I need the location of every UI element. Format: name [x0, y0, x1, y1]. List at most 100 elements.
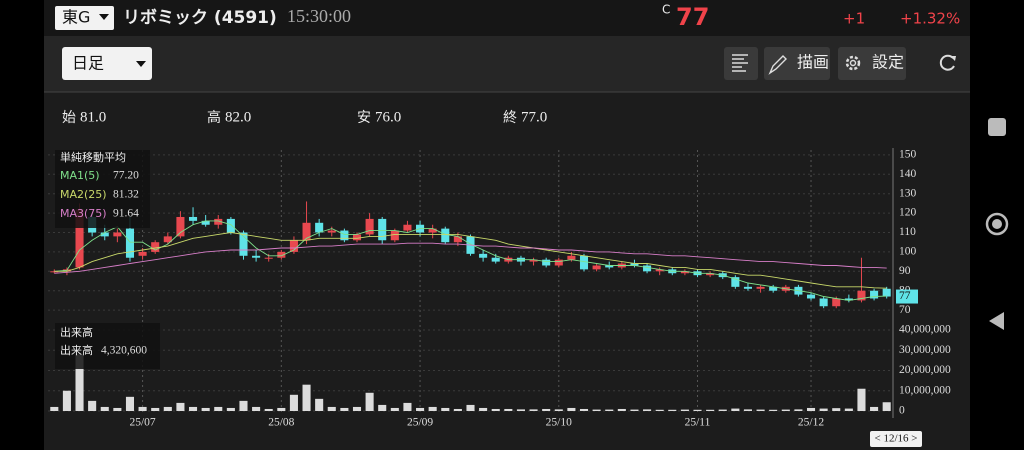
price: 77	[676, 3, 709, 31]
volume-bar	[302, 384, 311, 411]
ohlc-value: 81.0	[80, 109, 106, 125]
candle-body	[239, 232, 248, 256]
volume-bar	[466, 404, 475, 411]
cursor-date: < 12/16 >	[875, 433, 918, 445]
volume-bar	[416, 407, 425, 411]
x-tick-label: 25/10	[546, 417, 572, 429]
volume-bar	[680, 409, 689, 411]
candle-body	[163, 236, 172, 243]
volume-bar	[617, 408, 626, 411]
close-mark: C	[662, 3, 670, 17]
volume-bar	[844, 408, 853, 411]
candle-body	[113, 232, 122, 237]
candle-body	[806, 294, 816, 299]
volume-bar	[668, 409, 677, 411]
candle-body	[226, 218, 235, 233]
volume-bar	[542, 408, 551, 411]
candle-body	[680, 271, 689, 274]
dropdown-arrow	[136, 61, 146, 67]
candle-body	[567, 255, 576, 260]
settings-button[interactable]	[838, 47, 906, 80]
volume-bar	[491, 408, 500, 411]
y-tick-label: 100	[899, 246, 917, 258]
y-tick-label: 120	[899, 207, 917, 219]
y-tick-label: 130	[899, 187, 917, 199]
draw-label: 描画	[797, 53, 829, 72]
home-dot	[992, 219, 1002, 229]
volume-bar	[857, 388, 866, 411]
volume-bar	[201, 407, 210, 411]
volume-bar	[151, 407, 160, 411]
volume-bar	[655, 409, 664, 411]
legend-name: MA2(25)	[60, 188, 107, 201]
candle-body	[151, 242, 160, 252]
ohlc-value: 77.0	[521, 109, 547, 125]
candle-body	[605, 265, 614, 268]
refresh-icon[interactable]	[939, 54, 955, 71]
time: 15:30:00	[287, 6, 351, 26]
volume-bar	[554, 409, 563, 411]
volume-bar	[352, 406, 362, 411]
volume-bar	[378, 404, 387, 411]
volume-bar	[226, 407, 235, 411]
candle-body	[252, 255, 261, 258]
x-tick-label: 25/12	[798, 417, 824, 429]
y-tick-label: 10,000,000	[899, 384, 951, 396]
legend-name: MA3(75)	[60, 207, 107, 220]
volume-bar	[138, 406, 147, 411]
volume-bar	[277, 407, 286, 411]
ohlc-label: 始	[62, 110, 76, 126]
candle-body	[340, 230, 349, 241]
volume-bar	[605, 409, 614, 411]
period: 日足	[72, 54, 104, 73]
dropdown-arrow	[99, 14, 109, 20]
draw-button[interactable]	[764, 47, 830, 80]
candle-body	[832, 298, 841, 307]
volume-bar	[806, 407, 816, 411]
candle-body	[643, 265, 652, 272]
market-select[interactable]	[55, 6, 114, 30]
gear-icon	[845, 55, 861, 71]
candle-body	[189, 216, 198, 221]
candle-body	[655, 269, 664, 272]
volume-bar	[88, 400, 97, 411]
volume-bar	[163, 406, 172, 411]
volume-bar	[453, 408, 462, 411]
back-button[interactable]	[989, 312, 1004, 330]
ohlc-label: 高	[207, 109, 221, 126]
candle-body	[277, 251, 286, 258]
volume-bar	[794, 409, 803, 411]
y-tick-label: 40,000,000	[899, 324, 951, 336]
volume-bar	[630, 409, 639, 411]
refresh-arrow	[950, 56, 956, 61]
volume-bar	[214, 406, 223, 411]
candle-body	[403, 224, 412, 231]
charts: 25/0725/0825/0925/1025/1125/127080901001…	[48, 148, 951, 447]
y-tick-label: 90	[899, 265, 911, 277]
volume-bar	[504, 408, 513, 411]
cursor-date-box	[870, 431, 922, 447]
period-select[interactable]	[62, 47, 152, 80]
y-tick-label: 30,000,000	[899, 344, 951, 356]
candle-body	[579, 255, 589, 270]
y-tick-label: 70	[899, 304, 911, 316]
candle-body	[592, 265, 601, 270]
candle-body	[882, 288, 891, 297]
volume-bar	[718, 409, 727, 411]
candle-body	[441, 228, 450, 243]
candle-body	[390, 230, 399, 241]
last-price-tag	[896, 289, 918, 304]
stock-name: リボミック (4591)	[123, 8, 277, 28]
home-button[interactable]	[985, 212, 1009, 236]
x-tick-label: 25/09	[407, 417, 433, 429]
candle-body	[50, 271, 59, 273]
volume-bar	[882, 402, 891, 411]
volume-bar	[643, 409, 652, 411]
recents-button[interactable]	[988, 118, 1006, 136]
volume-bar	[870, 406, 879, 411]
legend-value: 81.32	[113, 189, 139, 201]
ohlc-label: 終	[503, 110, 517, 126]
candle-body	[365, 218, 374, 235]
volume-bar	[781, 409, 790, 411]
market: 東G	[62, 8, 90, 27]
